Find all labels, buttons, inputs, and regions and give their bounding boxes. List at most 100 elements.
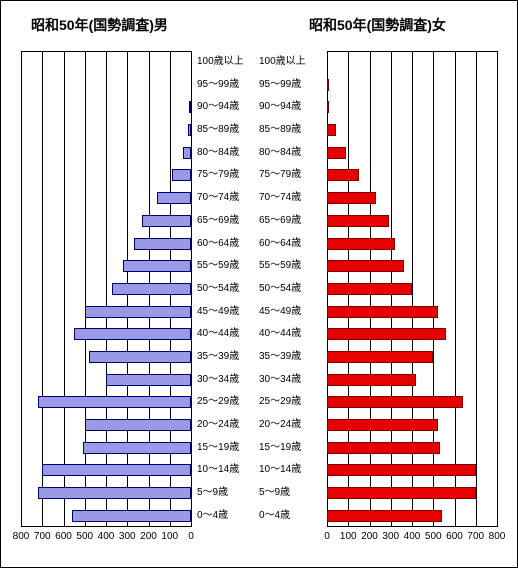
bar-female xyxy=(327,510,442,522)
bar-male xyxy=(85,306,191,318)
bar-row xyxy=(21,509,191,523)
bar-row xyxy=(327,100,497,114)
bar-row xyxy=(21,305,191,319)
age-label: 50～54歳 xyxy=(197,282,244,296)
xtick: 600 xyxy=(55,531,72,542)
title-male: 昭和50年(国勢調査)男 xyxy=(31,15,168,35)
xtick: 700 xyxy=(467,531,484,542)
age-label: 0～4歳 xyxy=(259,509,306,523)
bar-male xyxy=(142,215,191,227)
age-label: 70～74歳 xyxy=(259,191,306,205)
bar-row xyxy=(21,441,191,455)
age-label: 45～49歳 xyxy=(259,305,306,319)
plot-male xyxy=(21,51,191,527)
age-label: 10～14歳 xyxy=(259,463,306,477)
age-label: 5～9歳 xyxy=(197,486,244,500)
age-label: 35～39歳 xyxy=(259,350,306,364)
xtick: 800 xyxy=(489,531,506,542)
bar-row xyxy=(21,146,191,160)
age-labels-male: 100歳以上95～99歳90～94歳85～89歳80～84歳75～79歳70～7… xyxy=(197,55,244,523)
bar-male xyxy=(83,442,191,454)
age-label: 65～69歳 xyxy=(197,214,244,228)
bar-row xyxy=(21,350,191,364)
age-label: 60～64歳 xyxy=(197,237,244,251)
bar-male xyxy=(42,464,191,476)
xtick: 100 xyxy=(161,531,178,542)
bar-row xyxy=(327,123,497,137)
bar-row xyxy=(327,168,497,182)
xtick: 400 xyxy=(98,531,115,542)
age-label: 75～79歳 xyxy=(259,168,306,182)
age-label: 40～44歳 xyxy=(259,327,306,341)
bar-female xyxy=(327,396,463,408)
bar-row xyxy=(21,282,191,296)
title-female: 昭和50年(国勢調査)女 xyxy=(309,15,446,35)
bar-female xyxy=(327,283,412,295)
xaxis-male: 8007006005004003002001000 xyxy=(21,531,191,545)
bar-female xyxy=(327,419,438,431)
age-label: 20～24歳 xyxy=(197,418,244,432)
bar-row xyxy=(21,214,191,228)
xtick: 500 xyxy=(76,531,93,542)
bar-row xyxy=(21,55,191,69)
bar-row xyxy=(21,78,191,92)
age-label: 15～19歳 xyxy=(259,441,306,455)
bar-male xyxy=(189,101,191,113)
xtick: 300 xyxy=(119,531,136,542)
age-label: 80～84歳 xyxy=(197,146,244,160)
bar-row xyxy=(327,373,497,387)
bar-female xyxy=(327,260,404,272)
bar-female xyxy=(327,192,376,204)
xtick: 200 xyxy=(140,531,157,542)
bar-female xyxy=(327,79,329,91)
bar-female xyxy=(327,328,446,340)
bar-female xyxy=(327,169,359,181)
gridline xyxy=(497,51,498,527)
bar-row xyxy=(327,214,497,228)
age-label: 35～39歳 xyxy=(197,350,244,364)
bar-row xyxy=(327,418,497,432)
age-label: 15～19歳 xyxy=(197,441,244,455)
bar-female xyxy=(327,374,416,386)
bar-row xyxy=(327,191,497,205)
bar-female xyxy=(327,101,329,113)
xtick: 600 xyxy=(446,531,463,542)
bar-row xyxy=(21,395,191,409)
age-label: 20～24歳 xyxy=(259,418,306,432)
bar-row xyxy=(21,327,191,341)
bar-female xyxy=(327,147,346,159)
age-label: 85～89歳 xyxy=(197,123,244,137)
bar-row xyxy=(21,486,191,500)
bar-row xyxy=(327,327,497,341)
bar-male xyxy=(72,510,191,522)
xtick: 800 xyxy=(13,531,30,542)
bar-male xyxy=(172,169,191,181)
xaxis-female: 0100200300400500600700800 xyxy=(327,531,497,545)
xtick: 0 xyxy=(324,531,330,542)
xtick: 700 xyxy=(34,531,51,542)
bar-row xyxy=(21,237,191,251)
bar-row xyxy=(21,100,191,114)
bar-male xyxy=(38,396,191,408)
bar-male xyxy=(183,147,192,159)
bar-male xyxy=(89,351,191,363)
xtick: 500 xyxy=(425,531,442,542)
bar-row xyxy=(21,123,191,137)
age-label: 45～49歳 xyxy=(197,305,244,319)
bar-row xyxy=(21,418,191,432)
age-label: 0～4歳 xyxy=(197,509,244,523)
bar-row xyxy=(21,191,191,205)
bar-row xyxy=(327,282,497,296)
age-label: 90～94歳 xyxy=(259,100,306,114)
bar-row xyxy=(327,486,497,500)
age-label: 25～29歳 xyxy=(197,395,244,409)
age-label: 50～54歳 xyxy=(259,282,306,296)
bar-female xyxy=(327,442,440,454)
bar-male xyxy=(38,487,191,499)
gridline xyxy=(191,51,192,527)
bar-row xyxy=(21,168,191,182)
age-label: 100歳以上 xyxy=(197,55,244,69)
bar-male xyxy=(134,238,191,250)
bar-male xyxy=(112,283,191,295)
age-label: 40～44歳 xyxy=(197,327,244,341)
